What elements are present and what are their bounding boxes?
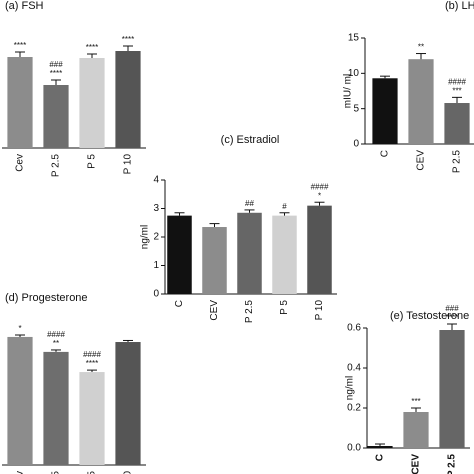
bar — [167, 215, 192, 294]
y-axis-label: ng/ml — [140, 225, 151, 249]
significance-label: * — [318, 191, 321, 200]
significance-label: ### — [49, 60, 63, 69]
x-tick-label: CEV — [416, 150, 427, 171]
significance-label: **** — [50, 69, 62, 78]
bar — [79, 372, 105, 465]
bar — [439, 330, 465, 448]
y-tick-label: 0.4 — [347, 363, 361, 374]
x-tick-label: P 5 — [279, 300, 290, 315]
y-tick-label: 0 — [353, 139, 359, 150]
panel-title: (d) Progesterone — [5, 292, 88, 304]
x-tick-label: P 2.5 — [51, 154, 62, 178]
bar — [43, 351, 69, 465]
significance-label: # — [282, 202, 287, 211]
x-tick-label: P 10 — [314, 300, 325, 321]
significance-label: * — [18, 324, 21, 333]
bar — [408, 59, 434, 145]
significance-label: **** — [86, 43, 98, 52]
significance-label: **** — [86, 359, 98, 368]
y-axis-label: ng/ml — [345, 376, 356, 400]
x-tick-label: P 2.5 — [452, 150, 463, 174]
bar — [367, 446, 393, 448]
significance-label: #### — [83, 350, 101, 359]
panel-title: (a) FSH — [5, 0, 44, 12]
panel-title: (e) Testosterone — [390, 310, 469, 322]
panel-title: (c) Estradiol — [221, 134, 280, 146]
x-tick-label: C — [380, 150, 391, 157]
x-tick-label: P 5 — [87, 471, 98, 474]
x-tick-label: P 10 — [123, 154, 134, 175]
significance-label: ** — [53, 339, 59, 348]
bar — [79, 58, 105, 148]
bar — [272, 215, 297, 294]
bar — [372, 78, 398, 144]
significance-label: **** — [446, 313, 458, 322]
y-tick-label: 0.0 — [347, 443, 361, 454]
bar — [115, 342, 141, 465]
y-tick-label: 10 — [348, 68, 360, 79]
y-tick-label: 0.2 — [347, 403, 361, 414]
significance-label: #### — [311, 182, 329, 191]
significance-label: ** — [418, 43, 424, 52]
y-tick-label: 4 — [153, 175, 159, 186]
significance-label: #### — [47, 330, 65, 339]
significance-label: #### — [448, 77, 466, 86]
y-tick-label: 15 — [348, 33, 360, 44]
bar — [444, 103, 470, 144]
y-tick-label: 5 — [353, 103, 359, 114]
x-tick-label: P 5 — [87, 154, 98, 169]
significance-label: ### — [445, 304, 459, 313]
significance-label: **** — [14, 41, 26, 50]
x-tick-label: CEV — [209, 300, 220, 321]
significance-label: *** — [411, 397, 420, 406]
panel-title: (b) LH — [445, 0, 474, 12]
bar — [307, 205, 332, 294]
bar — [7, 57, 33, 148]
y-axis-label: mIU/ ml — [343, 74, 354, 108]
x-tick-label: Cev — [15, 154, 26, 172]
y-tick-label: 1 — [153, 260, 159, 271]
bar — [115, 51, 141, 148]
x-tick-label: P 2.5 — [244, 300, 255, 324]
y-tick-label: 3 — [153, 203, 159, 214]
bar — [237, 212, 262, 294]
x-tick-label: P 2.5 — [447, 454, 458, 474]
y-tick-label: 0.6 — [347, 323, 361, 334]
y-tick-label: 2 — [153, 232, 159, 243]
bar — [202, 227, 227, 294]
x-tick-label: C — [375, 454, 386, 461]
bar — [403, 412, 429, 448]
bar — [43, 85, 69, 148]
x-tick-label: P 10 — [123, 471, 134, 474]
x-tick-label: C — [174, 300, 185, 307]
y-tick-label: 0 — [153, 289, 159, 300]
x-tick-label: P 2.5 — [51, 471, 62, 474]
significance-label: ## — [245, 199, 254, 208]
significance-label: *** — [452, 86, 461, 95]
x-tick-label: Cev — [15, 471, 26, 474]
x-tick-label: CEV — [411, 454, 422, 474]
bar — [7, 336, 33, 465]
significance-label: **** — [122, 35, 134, 44]
